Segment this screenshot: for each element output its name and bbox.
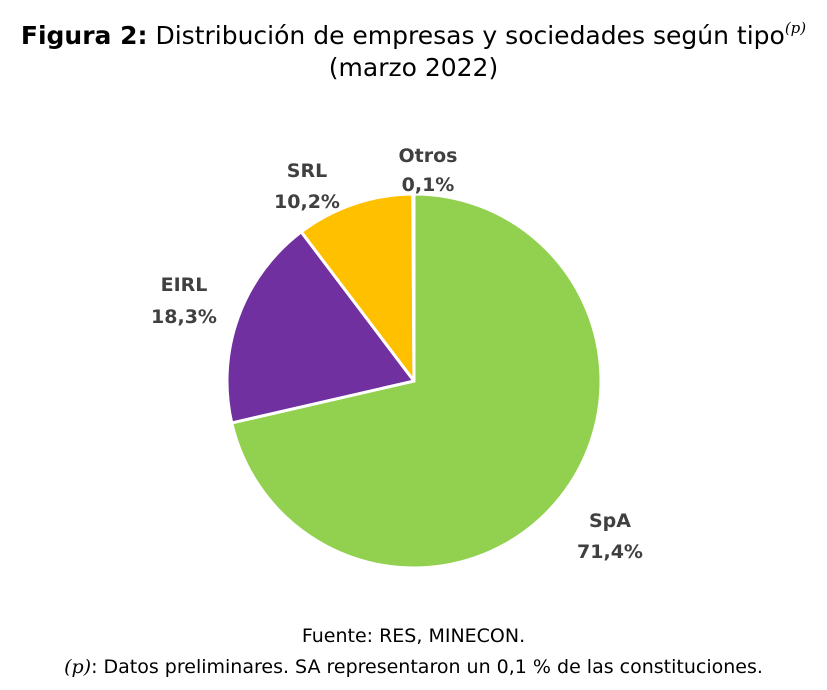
- pie-labels: SpA 71,4% EIRL 18,3% SRL 10,2% Otros 0,1%: [151, 145, 643, 563]
- note-text: : Datos preliminares. SA representaron u…: [91, 656, 763, 678]
- figure-label: Figura 2:: [20, 21, 148, 50]
- slice-value-eirl: 18,3%: [151, 306, 217, 328]
- preliminary-superscript: (p): [784, 19, 807, 37]
- source-note: Fuente: RES, MINECON.: [301, 625, 526, 647]
- pie-slice-srl: [299, 192, 416, 383]
- slice-value-srl: 10,2%: [274, 191, 340, 213]
- note-symbol: (p): [64, 656, 92, 678]
- slice-label-eirl: EIRL: [161, 274, 208, 296]
- slice-label-spa: SpA: [589, 510, 631, 532]
- pie-slices: [225, 192, 603, 570]
- slice-value-otros: 0,1%: [402, 174, 455, 196]
- figure-subtitle: (marzo 2022): [328, 53, 499, 82]
- slice-label-srl: SRL: [287, 160, 327, 182]
- slice-label-otros: Otros: [399, 145, 458, 167]
- pie-slice-otros: [411, 192, 416, 383]
- figure-title: Figura 2: Distribución de empresas y soc…: [0, 10, 827, 54]
- pie-chart: SpA 71,4% EIRL 18,3% SRL 10,2% Otros 0,1%: [151, 145, 643, 570]
- pie-slice-eirl: [225, 230, 416, 425]
- figure-title-text: Distribución de empresas y sociedades se…: [155, 21, 785, 50]
- pie-slice-spa: [230, 192, 603, 570]
- preliminary-note: (p): Datos preliminares. SA representaro…: [0, 654, 827, 680]
- slice-value-spa: 71,4%: [577, 541, 643, 563]
